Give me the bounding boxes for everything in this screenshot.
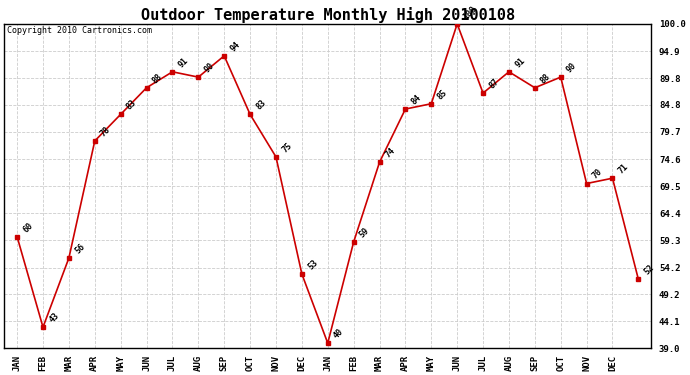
Text: 40: 40	[332, 327, 345, 340]
Text: 88: 88	[150, 72, 164, 85]
Text: 43: 43	[47, 311, 61, 324]
Text: 91: 91	[513, 56, 526, 69]
Text: 88: 88	[539, 72, 553, 85]
Text: 59: 59	[358, 226, 371, 239]
Text: Copyright 2010 Cartronics.com: Copyright 2010 Cartronics.com	[8, 26, 152, 34]
Text: 83: 83	[254, 98, 268, 112]
Text: 90: 90	[202, 61, 216, 74]
Text: 84: 84	[410, 93, 423, 106]
Text: 85: 85	[435, 87, 449, 101]
Text: 100: 100	[462, 4, 478, 21]
Text: 83: 83	[125, 98, 138, 112]
Text: 60: 60	[21, 220, 34, 234]
Text: 56: 56	[73, 242, 86, 255]
Text: 71: 71	[617, 162, 630, 176]
Text: 87: 87	[487, 77, 501, 90]
Text: 70: 70	[591, 167, 604, 181]
Text: 52: 52	[642, 263, 656, 276]
Text: 90: 90	[565, 61, 578, 74]
Text: 53: 53	[306, 258, 319, 271]
Text: 91: 91	[177, 56, 190, 69]
Text: 74: 74	[384, 146, 397, 159]
Text: 75: 75	[280, 141, 293, 154]
Title: Outdoor Temperature Monthly High 20100108: Outdoor Temperature Monthly High 2010010…	[141, 7, 515, 23]
Text: 94: 94	[228, 40, 242, 53]
Text: 78: 78	[99, 125, 112, 138]
